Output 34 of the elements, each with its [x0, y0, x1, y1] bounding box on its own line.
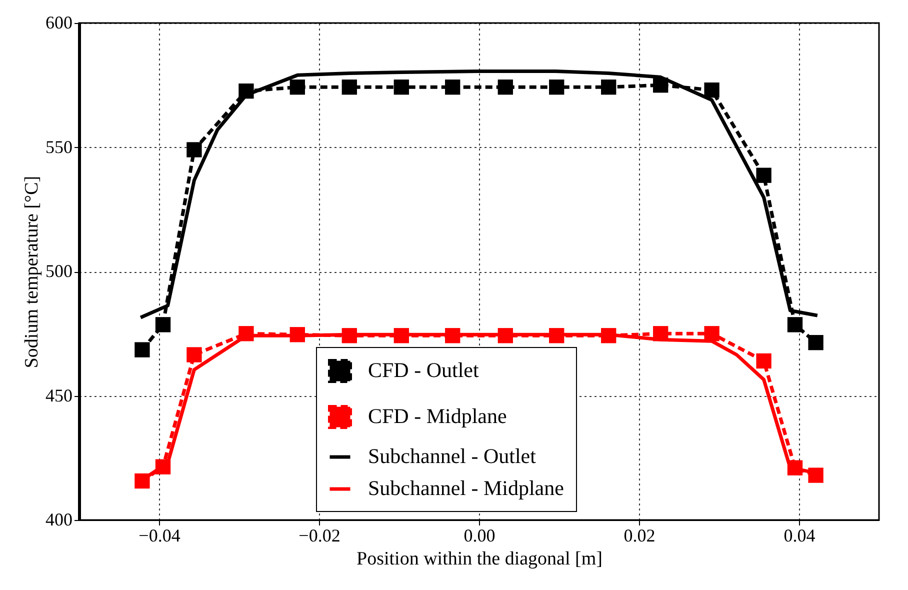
point: [290, 80, 305, 95]
point: [549, 80, 564, 95]
point: [498, 80, 513, 95]
point: [445, 80, 460, 95]
point: [808, 468, 824, 483]
legend-label: Subchannel - Outlet: [368, 444, 536, 468]
point: [186, 142, 202, 158]
point: [704, 326, 720, 342]
y-axis-title: Sodium temperature [°C]: [22, 176, 42, 368]
y-tick-label: 550: [46, 136, 72, 157]
point: [155, 317, 171, 332]
point: [186, 347, 202, 362]
point: [704, 82, 720, 98]
x-tick-label: −0.02: [298, 526, 340, 546]
x-axis-title: Position within the diagonal [m]: [356, 548, 602, 570]
point: [342, 80, 357, 95]
x-tick-label: −0.04: [138, 526, 180, 546]
legend-label: Subchannel - Midplane: [368, 476, 564, 500]
y-tick-label: 600: [46, 12, 72, 32]
point: [134, 342, 150, 358]
point: [601, 80, 616, 95]
x-tick-label: 0.00: [464, 526, 496, 546]
legend-label: CFD - Outlet: [368, 358, 479, 382]
x-tick-label: 0.02: [624, 526, 656, 546]
point: [756, 353, 772, 369]
point: [787, 317, 803, 332]
y-tick-label: 500: [46, 261, 72, 281]
x-tick-label: 0.04: [784, 526, 816, 546]
point: [394, 80, 409, 95]
y-tick-label: 400: [46, 510, 72, 530]
legend-label: CFD - Midplane: [368, 404, 507, 428]
y-tick-label: 450: [46, 385, 72, 406]
point: [808, 334, 824, 350]
point: [756, 168, 772, 183]
